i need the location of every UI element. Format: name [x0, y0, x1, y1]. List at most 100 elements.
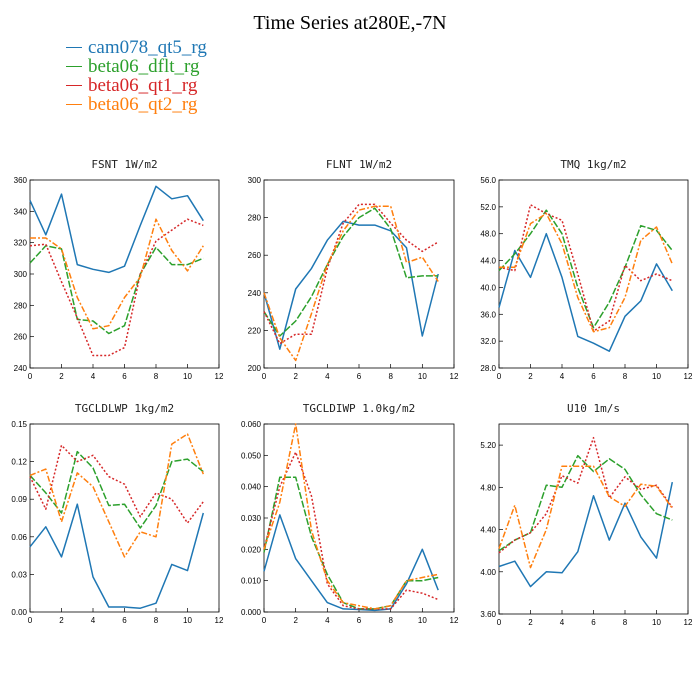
- chart-title: TGCLDIWP 1.0kg/m2: [303, 402, 416, 415]
- series-line-beta06-qt1-rg: [498, 436, 673, 554]
- x-tick-label: 6: [591, 372, 596, 381]
- series-line-beta06-qt2-rg: [30, 218, 204, 330]
- y-tick-label: 240: [248, 289, 262, 298]
- plot-frame: [263, 423, 455, 613]
- y-tick-label: 4.80: [480, 483, 496, 492]
- x-tick-label: 6: [357, 372, 362, 381]
- x-tick-label: 0: [262, 372, 267, 381]
- y-tick-label: 0.12: [11, 458, 27, 467]
- legend-label: cam078_qt5_rg: [88, 37, 207, 58]
- chart-title: FLNT 1W/m2: [326, 158, 392, 171]
- legend-label: beta06_qt1_rg: [88, 75, 198, 96]
- legend-label: beta06_qt2_rg: [88, 94, 198, 115]
- chart-panel-tgcldiwp-1-0kg-m2: TGCLDIWP 1.0kg/m2 0 2 4 6 8 10 12 0.000 0.010 0.02…: [241, 402, 459, 625]
- y-tick-label: 280: [248, 214, 262, 223]
- x-tick-label: 10: [652, 618, 661, 627]
- series-line-cam078-qt5-rg: [498, 232, 673, 352]
- x-tick-label: 8: [623, 618, 628, 627]
- chart-panel-u10-1m-s: U10 1m/s 0 2 4 6 8 10 12 3.60 4.00 4.40 4.80 5.20: [480, 402, 693, 627]
- series-line-beta06-qt1-rg: [29, 444, 204, 524]
- x-tick-label: 2: [59, 372, 64, 381]
- y-tick-label: 28.0: [480, 364, 496, 373]
- plot-frame: [498, 423, 689, 615]
- y-tick-label: 0.00: [11, 608, 27, 617]
- y-tick-label: 0.030: [241, 514, 262, 523]
- y-tick-label: 48.0: [480, 230, 496, 239]
- y-tick-label: 0.06: [11, 533, 27, 542]
- y-tick-label: 280: [14, 301, 28, 310]
- y-tick-label: 340: [14, 207, 28, 216]
- series-line-cam078-qt5-rg: [29, 503, 205, 609]
- y-tick-label: 0.15: [11, 420, 27, 429]
- chart-title: TGCLDLWP 1kg/m2: [75, 402, 174, 415]
- x-tick-label: 8: [623, 372, 628, 381]
- x-tick-label: 2: [528, 618, 533, 627]
- x-tick-label: 8: [388, 372, 393, 381]
- y-tick-label: 0.020: [241, 545, 262, 554]
- y-tick-label: 3.60: [480, 610, 496, 619]
- x-tick-label: 0: [497, 618, 502, 627]
- y-tick-label: 4.40: [480, 526, 496, 535]
- plot-frame: [263, 179, 455, 369]
- x-tick-label: 8: [388, 616, 393, 625]
- y-tick-label: 4.00: [480, 568, 496, 577]
- x-tick-label: 12: [450, 616, 459, 625]
- y-tick-label: 56.0: [480, 176, 496, 185]
- chart-panel-tmq-1kg-m2: TMQ 1kg/m2 0 2 4 6 8 10 12 28.0 32.0 36.0 40.0 44.0 4…: [480, 158, 693, 381]
- series-line-beta06-qt2-rg: [29, 433, 204, 558]
- chart-panel-tgcldlwp-1kg-m2: TGCLDLWP 1kg/m2 0 2 4 6 8 10 12 0.00 0.03 0.06 0.09…: [11, 402, 224, 625]
- x-tick-label: 10: [652, 372, 661, 381]
- x-tick-label: 0: [28, 616, 33, 625]
- series-line-cam078-qt5-rg: [263, 220, 439, 350]
- series-line-beta06-qt1-rg: [29, 218, 204, 357]
- x-tick-label: 4: [91, 616, 96, 625]
- y-tick-label: 44.0: [480, 257, 496, 266]
- legend-label: beta06_dflt_rg: [88, 56, 200, 77]
- x-tick-label: 4: [325, 616, 330, 625]
- x-tick-label: 12: [450, 372, 459, 381]
- series-line-beta06-dflt-rg: [29, 245, 204, 335]
- x-tick-label: 4: [560, 618, 565, 627]
- y-tick-label: 36.0: [480, 310, 496, 319]
- y-tick-label: 0.000: [241, 608, 262, 617]
- x-tick-label: 12: [684, 618, 693, 627]
- x-tick-label: 6: [122, 372, 127, 381]
- series-line-beta06-dflt-rg: [263, 207, 439, 337]
- x-tick-label: 6: [357, 616, 362, 625]
- y-tick-label: 260: [14, 333, 28, 342]
- x-tick-label: 8: [154, 372, 159, 381]
- legend-line-swatch: [66, 104, 82, 105]
- x-tick-label: 0: [262, 616, 267, 625]
- legend-line-swatch: [66, 47, 82, 48]
- y-tick-label: 220: [248, 326, 262, 335]
- y-tick-label: 300: [14, 270, 28, 279]
- series-line-cam078-qt5-rg: [263, 514, 439, 612]
- series-line-beta06-qt1-rg: [263, 451, 439, 610]
- y-tick-label: 0.09: [11, 495, 27, 504]
- series-line-beta06-qt1-rg: [498, 204, 673, 332]
- x-tick-label: 10: [183, 616, 192, 625]
- series-line-beta06-qt2-rg: [263, 205, 439, 362]
- series-line-beta06-dflt-rg: [498, 454, 673, 552]
- y-tick-label: 0.060: [241, 420, 262, 429]
- x-tick-label: 0: [28, 372, 33, 381]
- x-tick-label: 10: [418, 616, 427, 625]
- series-line-beta06-dflt-rg: [498, 209, 673, 329]
- y-tick-label: 200: [248, 364, 262, 373]
- legend-line-swatch: [66, 66, 82, 67]
- y-tick-label: 0.050: [241, 451, 262, 460]
- x-tick-label: 2: [528, 372, 533, 381]
- y-tick-label: 240: [14, 364, 28, 373]
- y-tick-label: 320: [14, 239, 28, 248]
- x-tick-label: 4: [325, 372, 330, 381]
- x-tick-label: 10: [183, 372, 192, 381]
- x-tick-label: 2: [293, 616, 298, 625]
- y-tick-label: 32.0: [480, 337, 496, 346]
- series-line-cam078-qt5-rg: [29, 185, 204, 274]
- legend-line-swatch: [66, 85, 82, 86]
- series-line-beta06-qt2-rg: [499, 212, 673, 333]
- y-tick-label: 0.010: [241, 577, 262, 586]
- x-tick-label: 12: [684, 372, 693, 381]
- y-tick-label: 0.040: [241, 483, 262, 492]
